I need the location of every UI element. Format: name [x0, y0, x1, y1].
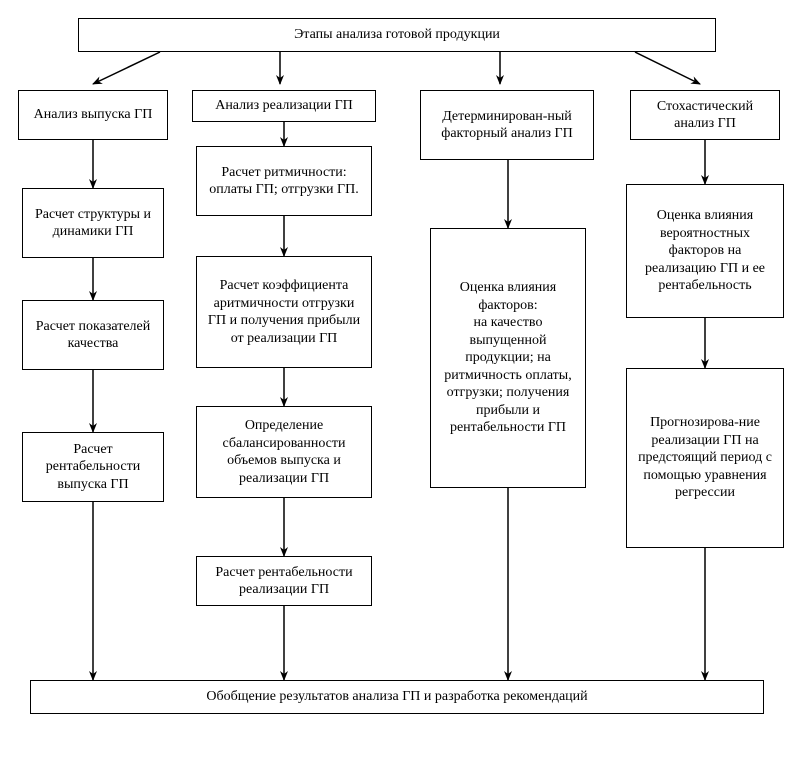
node-label: Прогнозирова-ние реализации ГП на предст… [633, 414, 777, 502]
node-c1: Анализ выпуска ГП [18, 90, 168, 140]
node-label: Детерминирован-ный факторный анализ ГП [427, 108, 587, 143]
node-label: Определение сбалансированности объемов в… [203, 417, 365, 487]
node-root: Этапы анализа готовой продукции [78, 18, 716, 52]
node-label: Стохастический анализ ГП [637, 98, 773, 133]
node-label: Анализ выпуска ГП [34, 106, 153, 124]
node-label: Расчет рентабельности реализации ГП [203, 564, 365, 599]
node-c2d: Расчет рентабельности реализации ГП [196, 556, 372, 606]
edge-0 [93, 52, 160, 84]
node-c4a: Оценка влияния вероятностных факторов на… [626, 184, 784, 318]
node-c2: Анализ реализации ГП [192, 90, 376, 122]
node-label: Расчет показателей качества [29, 318, 157, 353]
node-c1b: Расчет показателей качества [22, 300, 164, 370]
node-c4b: Прогнозирова-ние реализации ГП на предст… [626, 368, 784, 548]
node-label: Этапы анализа готовой продукции [294, 26, 500, 44]
node-label: Расчет структуры и динамики ГП [29, 206, 157, 241]
node-label: Обобщение результатов анализа ГП и разра… [206, 688, 587, 706]
node-c1a: Расчет структуры и динамики ГП [22, 188, 164, 258]
node-label: Расчет коэффициента аритмичности отгрузк… [203, 277, 365, 347]
node-label: Анализ реализации ГП [215, 97, 353, 115]
node-c3a: Оценка влияния факторов: на качество вып… [430, 228, 586, 488]
node-c2a: Расчет ритмичности: оплаты ГП; отгрузки … [196, 146, 372, 216]
node-c1c: Расчет рентабельности выпуска ГП [22, 432, 164, 502]
node-c2b: Расчет коэффициента аритмичности отгрузк… [196, 256, 372, 368]
node-label: Расчет ритмичности: оплаты ГП; отгрузки … [203, 164, 365, 199]
node-c3: Детерминирован-ный факторный анализ ГП [420, 90, 594, 160]
edge-3 [635, 52, 700, 84]
node-label: Расчет рентабельности выпуска ГП [29, 441, 157, 494]
node-final: Обобщение результатов анализа ГП и разра… [30, 680, 764, 714]
node-c4: Стохастический анализ ГП [630, 90, 780, 140]
flowchart-canvas: Этапы анализа готовой продукции Анализ вы… [0, 0, 794, 761]
node-label: Оценка влияния факторов: на качество вып… [437, 279, 579, 437]
node-c2c: Определение сбалансированности объемов в… [196, 406, 372, 498]
node-label: Оценка влияния вероятностных факторов на… [633, 207, 777, 295]
